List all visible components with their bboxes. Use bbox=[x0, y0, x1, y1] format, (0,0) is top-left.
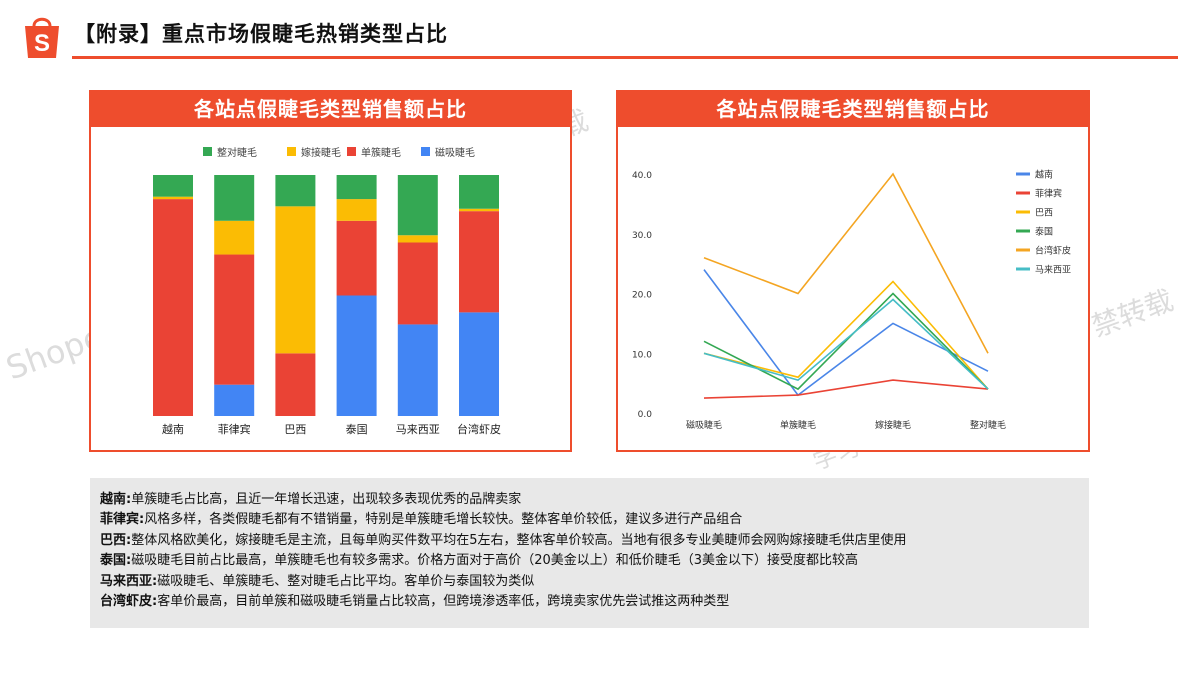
legend-label-2: 单簇睫毛 bbox=[361, 146, 401, 159]
x-tick-label-0: 越南 bbox=[162, 422, 184, 436]
watermark-no-repost-2: 禁转载 bbox=[1087, 283, 1178, 344]
note-vietnam: 越南:单簇睫毛占比高，且近一年增长迅速，出现较多表现优秀的品牌卖家 bbox=[100, 492, 522, 507]
line-chart-title: 各站点假睫毛类型销售额占比 bbox=[618, 92, 1088, 127]
x-tick-label-4: 马来西亚 bbox=[396, 423, 440, 436]
note-malaysia: 马来西亚:磁吸睫毛、单簇睫毛、整对睫毛占比平均。客单价与泰国较为类似 bbox=[100, 573, 535, 589]
bar-seg-0-3 bbox=[153, 175, 193, 197]
note-philippines: 菲律宾:风格多样，各类假睫毛都有不错销量，特别是单簇睫毛增长较快。整体客单价较低… bbox=[100, 512, 743, 528]
legend-swatch-3 bbox=[421, 147, 430, 156]
bar-seg-3-2 bbox=[336, 199, 377, 221]
series-line-5 bbox=[703, 298, 989, 390]
bar-seg-4-1 bbox=[397, 242, 438, 325]
bar-seg-1-3 bbox=[214, 175, 255, 221]
x-tick-label-1: 菲律宾 bbox=[218, 422, 251, 436]
bar-seg-4-2 bbox=[397, 235, 438, 243]
bar-seg-3-1 bbox=[336, 220, 377, 296]
x-tick-label-2: 巴西 bbox=[284, 423, 306, 436]
legend-label-0: 整对睫毛 bbox=[217, 146, 257, 159]
bar-seg-3-3 bbox=[336, 175, 377, 200]
series-line-4 bbox=[703, 172, 989, 354]
bar-seg-5-1 bbox=[459, 211, 499, 313]
legend-swatch-0 bbox=[203, 147, 212, 156]
note-thailand: 泰国:磁吸睫毛目前占比最高，单簇睫毛也有较多需求。价格方面对于高价（20美金以上… bbox=[100, 553, 859, 569]
bar-seg-1-2 bbox=[214, 220, 255, 255]
bar-seg-2-2 bbox=[275, 206, 316, 354]
market-notes: 越南:单簇睫毛占比高，且近一年增长迅速，出现较多表现优秀的品牌卖家 菲律宾:风格… bbox=[90, 478, 1089, 628]
series-line-1 bbox=[703, 379, 989, 399]
y-tick-label-1: 10.0 bbox=[632, 350, 652, 360]
x-tick-label-0: 磁吸睫毛 bbox=[686, 419, 722, 431]
bar-seg-1-0 bbox=[214, 384, 255, 416]
legend-label-3: 泰国 bbox=[1035, 226, 1053, 238]
bar-seg-5-0 bbox=[459, 312, 499, 416]
x-tick-label-3: 整对睫毛 bbox=[970, 419, 1006, 431]
bar-seg-3-0 bbox=[336, 295, 377, 416]
y-tick-label-0: 0.0 bbox=[638, 410, 653, 420]
x-tick-label-5: 台湾虾皮 bbox=[457, 422, 501, 436]
bar-seg-5-2 bbox=[459, 208, 499, 212]
bar-chart-title: 各站点假睫毛类型销售额占比 bbox=[91, 92, 570, 127]
bar-seg-0-2 bbox=[153, 196, 193, 200]
legend-label-0: 越南 bbox=[1035, 169, 1053, 181]
y-tick-label-4: 40.0 bbox=[632, 171, 652, 181]
bar-seg-4-3 bbox=[397, 175, 438, 236]
bar-seg-4-0 bbox=[397, 324, 438, 416]
legend-label-5: 马来西亚 bbox=[1035, 265, 1071, 276]
y-tick-label-2: 20.0 bbox=[632, 291, 652, 301]
legend-label-2: 巴西 bbox=[1035, 208, 1053, 219]
legend-label-1: 菲律宾 bbox=[1035, 188, 1062, 200]
legend-label-3: 磁吸睫毛 bbox=[435, 146, 475, 159]
note-taiwan: 台湾虾皮:客单价最高，目前单簇和磁吸睫毛销量占比较高，但跨境渗透率低，跨境卖家优… bbox=[100, 594, 730, 610]
legend-swatch-2 bbox=[347, 147, 356, 156]
line-chart-panel: 各站点假睫毛类型销售额占比 0.0 10.0 20.0 30.0 40.0 磁吸睫毛 单簇睫… bbox=[616, 90, 1090, 452]
title-divider bbox=[72, 56, 1178, 59]
line-chart: 0.0 10.0 20.0 30.0 40.0 磁吸睫毛 单簇睫毛 嫁接睫毛 整对睫毛 越南菲律宾… bbox=[632, 169, 1071, 432]
note-brazil: 巴西:整体风格欧美化，嫁接睫毛是主流，且每单购买件数平均在5左右，整体客单价较高… bbox=[100, 532, 907, 548]
series-line-2 bbox=[703, 280, 989, 390]
y-tick-label-3: 30.0 bbox=[632, 231, 652, 241]
x-tick-label-3: 泰国 bbox=[346, 422, 368, 436]
shopee-logo: S bbox=[25, 17, 59, 58]
stacked-bar-panel: 各站点假睫毛类型销售额占比 整对睫毛 嫁接睫毛 单簇睫毛 磁吸睫毛越南 菲律宾 巴西 泰国 马… bbox=[89, 90, 572, 452]
bar-seg-5-3 bbox=[459, 175, 499, 209]
legend-label-4: 台湾虾皮 bbox=[1035, 245, 1071, 257]
bar-seg-2-3 bbox=[275, 175, 316, 207]
bar-seg-1-1 bbox=[214, 254, 255, 385]
bar-seg-2-1 bbox=[275, 353, 316, 416]
x-tick-label-1: 单簇睫毛 bbox=[780, 419, 816, 431]
series-line-3 bbox=[703, 292, 989, 391]
legend-label-1: 嫁接睫毛 bbox=[301, 146, 341, 159]
x-tick-label-2: 嫁接睫毛 bbox=[875, 419, 911, 431]
series-line-0 bbox=[703, 269, 989, 397]
logo-letter: S bbox=[34, 30, 50, 57]
legend-swatch-1 bbox=[287, 147, 296, 156]
bar-seg-0-1 bbox=[153, 199, 193, 416]
page-title: 【附录】重点市场假睫毛热销类型占比 bbox=[74, 22, 448, 46]
